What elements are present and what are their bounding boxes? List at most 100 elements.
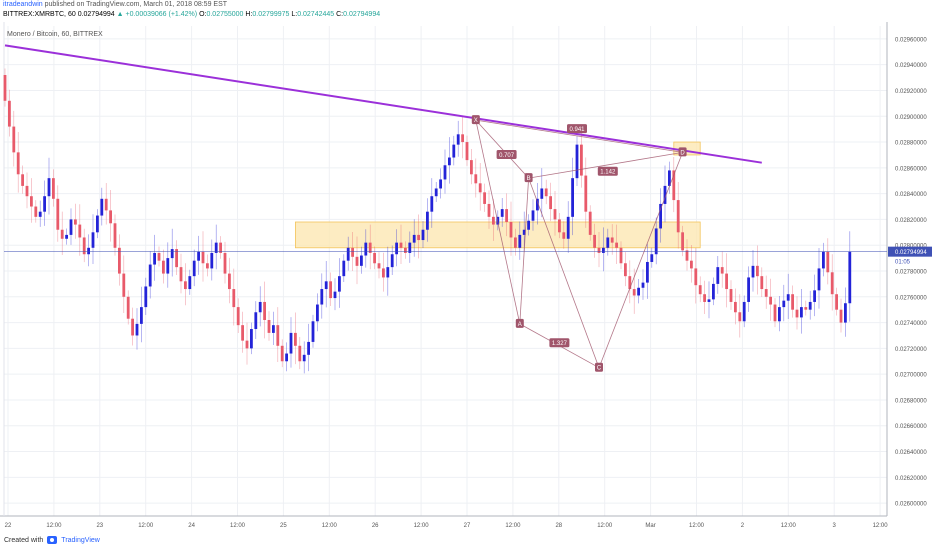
candle-down [74,219,77,225]
candle-down [703,294,706,302]
pattern-leg [475,120,521,324]
candle-up [540,188,544,199]
drawings[interactable]: X A B C D 0.707 1.327 1.142 0.941 [4,44,887,372]
candle-up [654,228,658,255]
candle-up [848,251,852,304]
candle-down [628,276,632,290]
candle-down [34,206,38,217]
ratio-badge [597,166,618,176]
candle-down [329,281,332,299]
candle-down [672,170,676,201]
candle-up [813,290,816,302]
x-tick-label: 26 [372,523,379,529]
candle-down [826,251,830,273]
candle-down [223,252,227,274]
candle-up [197,251,200,261]
author-link[interactable]: itradeandwin [3,1,43,8]
candle-down [738,312,742,322]
candle-down [839,309,843,323]
x-tick-label: 27 [464,523,471,529]
candle-up [320,289,324,305]
candle-up [421,229,425,241]
candle-down [694,268,698,286]
candle-down [769,296,772,305]
candle-up [333,291,337,299]
candle-up [144,286,148,308]
candle-up [188,276,192,290]
candle-down [162,260,165,274]
x-tick-label: 12:00 [505,523,521,529]
candle-down [478,183,482,193]
candle-down [619,247,623,264]
candle-down [3,75,7,101]
candle-up [518,234,522,248]
candle-down [492,216,495,225]
candle-down [56,198,60,230]
candle-up [69,219,73,235]
candle-down [791,294,794,310]
candle-up [606,237,610,248]
x-tick-label: 2 [741,523,745,529]
candle-down [558,219,561,233]
pattern-leg [598,152,683,368]
pattern-point-badge [515,318,524,328]
pattern-leg [528,151,683,179]
candle-up [285,353,288,362]
y-tick-label: 0.02700000 [895,373,927,379]
change-value: ▲ +0.00039066 (+1.42%) [116,11,198,18]
candle-up [38,211,42,217]
candle-up [822,251,825,269]
candle-up [311,321,315,342]
candle-down [267,320,271,333]
candle-down [175,249,178,268]
candle-down [505,209,508,222]
pattern-point-badge [678,147,687,157]
candle-down [624,263,627,277]
countdown-label: 01:05 [895,260,911,266]
candle-down [562,232,566,239]
candle-up [210,252,214,269]
published-line: itradeandwin published on TradingView.co… [3,1,227,8]
candle-down [373,252,376,264]
candle-down [131,318,134,336]
y-tick-label: 0.02780000 [895,270,927,276]
candle-down [553,209,557,220]
candle-down [30,196,33,207]
candle-up [707,299,711,302]
candle-down [82,237,86,255]
low-label: L: [291,11,298,18]
y-tick-label: 0.02760000 [895,295,927,301]
pattern-leg [475,119,683,153]
candle-up [448,157,451,166]
candle-down [593,234,596,248]
x-tick-label: 12:00 [781,523,797,529]
candle-up [808,301,812,310]
candle-up [166,258,170,274]
candle-up [148,264,152,287]
last-price-label: 0.02794994 [895,250,927,256]
tradingview-link[interactable]: TradingView [61,536,100,544]
candle-down [78,224,82,238]
candle-up [65,234,68,239]
candle-down [676,200,680,233]
candle-up [364,242,368,256]
candle-down [615,242,618,248]
pattern-point-label: C [597,366,602,372]
candle-down [417,234,420,241]
price-chart[interactable]: 0.02960000 0.02940000 0.02920000 0.02900000… [0,22,932,534]
candle-down [126,296,130,319]
candle-down [597,247,601,253]
chart-title: Monero / Bitcoin, 60, BITTREX [7,31,103,38]
candle-up [258,301,262,313]
candle-up [426,211,429,230]
y-tick-label: 0.02640000 [895,450,927,456]
candle-down [236,307,240,326]
y-tick-label: 0.02900000 [895,115,927,121]
x-tick-label: 12:00 [138,523,154,529]
candle-up [782,300,786,308]
candle-down [764,289,768,297]
candle-up [637,287,640,296]
x-tick-label: 24 [188,523,195,529]
ratio-badge [549,338,570,348]
candle-up [100,198,104,216]
